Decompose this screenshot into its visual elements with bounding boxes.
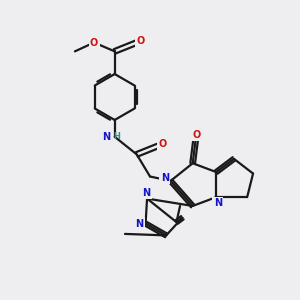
Text: N: N xyxy=(161,173,169,183)
Text: O: O xyxy=(193,130,201,140)
Text: N: N xyxy=(102,132,110,142)
Text: O: O xyxy=(158,139,167,149)
Text: N: N xyxy=(142,188,151,198)
Text: O: O xyxy=(90,38,98,47)
Text: N: N xyxy=(214,198,222,208)
Text: O: O xyxy=(136,36,144,46)
Text: N: N xyxy=(135,219,143,229)
Text: H: H xyxy=(113,132,120,141)
